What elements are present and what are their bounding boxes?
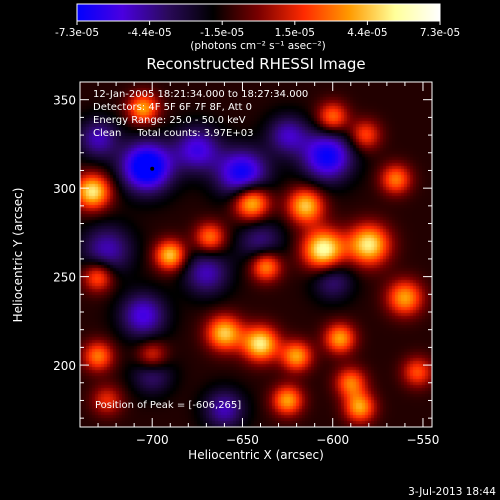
heatmap-image <box>80 82 432 427</box>
colorbar-tick-label: 4.4e-05 <box>347 27 387 39</box>
colorbar-tick-label: -4.4e-05 <box>128 27 172 39</box>
footer-timestamp: 3-Jul-2013 18:44 <box>408 486 496 498</box>
chart-title: Reconstructed RHESSI Image <box>146 55 365 73</box>
colorbar-tick-label: 1.5e-05 <box>275 27 315 39</box>
colorbar <box>76 3 441 22</box>
x-tick-label: −600 <box>316 433 349 447</box>
colorbar-tick-label: 7.3e-05 <box>420 27 460 39</box>
y-tick-label: 300 <box>53 182 76 196</box>
x-axis-label: Heliocentric X (arcsec) <box>188 448 324 462</box>
y-tick-label: 350 <box>53 94 76 108</box>
colorbar-units-label: (photons cm⁻² s⁻¹ asec⁻²) <box>190 40 325 52</box>
y-tick-label: 250 <box>53 271 76 285</box>
colorbar-ticks: -7.3e-05 -4.4e-05 -1.5e-05 1.5e-05 4.4e-05 7.… <box>55 21 460 39</box>
annotation-clean-counts: Clean Total counts: 3.97E+03 <box>93 128 253 139</box>
x-tick-label: −700 <box>136 433 169 447</box>
peak-marker <box>150 166 155 171</box>
annotation-energy-range: Energy Range: 25.0 - 50.0 keV <box>93 115 246 126</box>
colorbar-tick-label: -1.5e-05 <box>200 27 244 39</box>
annotation-time-range: 12-Jan-2005 18:21:34.000 to 18:27:34.000 <box>93 89 308 100</box>
y-tick-label: 200 <box>53 359 76 373</box>
annotation-detectors: Detectors: 4F 5F 6F 7F 8F, Att 0 <box>93 102 252 113</box>
y-axis: 200 250 300 350 <box>53 81 432 419</box>
x-tick-label: −650 <box>226 433 259 447</box>
x-axis: −700 −650 −600 −550 <box>79 82 439 447</box>
y-axis-label: Heliocentric Y (arcsec) <box>11 188 25 323</box>
peak-dot <box>150 166 155 171</box>
plot-frame <box>79 81 433 428</box>
colorbar-tick-label: -7.3e-05 <box>55 27 99 39</box>
peak-position-label: Position of Peak = [-606,265] <box>95 400 241 411</box>
x-tick-label: −550 <box>406 433 439 447</box>
